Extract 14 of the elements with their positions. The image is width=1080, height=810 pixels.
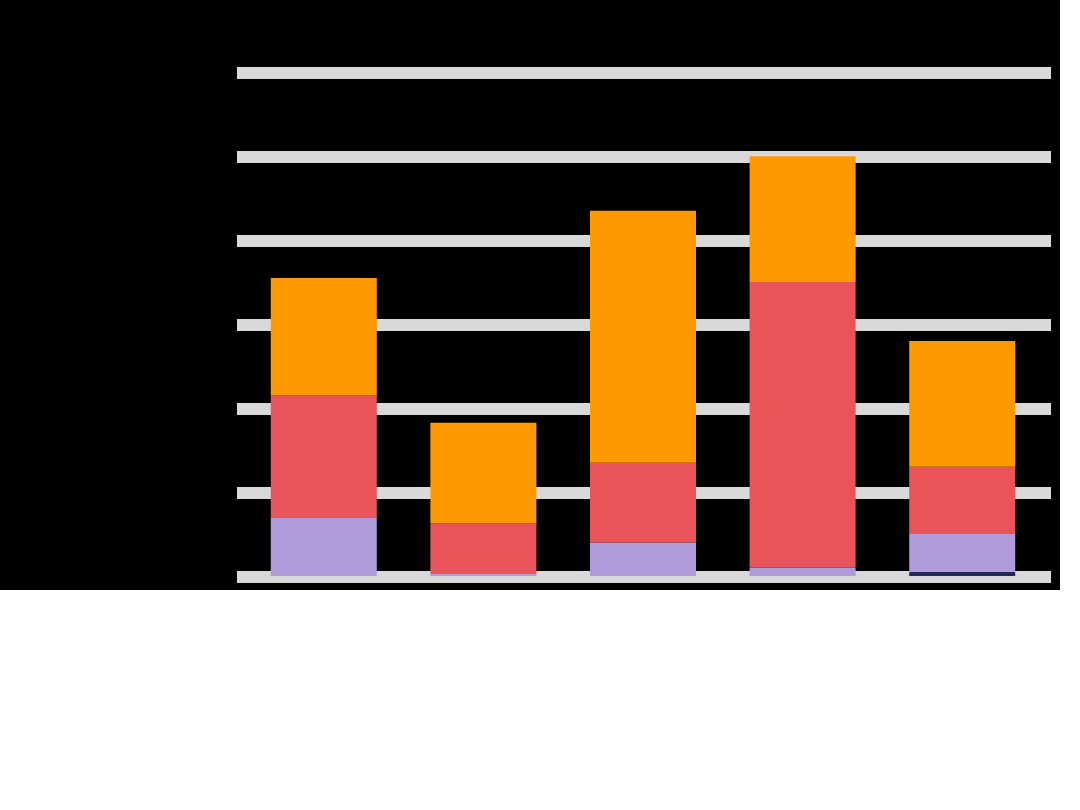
bar — [430, 523, 537, 574]
bar — [749, 282, 856, 568]
bar — [590, 462, 696, 543]
bar — [749, 156, 856, 283]
bar — [909, 534, 1016, 572]
bar — [270, 277, 377, 396]
bar — [270, 395, 377, 518]
bar — [270, 517, 377, 576]
bar — [430, 422, 537, 524]
bar — [590, 210, 696, 463]
bar — [749, 567, 856, 576]
bar — [909, 340, 1016, 467]
bar — [590, 542, 696, 576]
bar — [909, 466, 1016, 535]
